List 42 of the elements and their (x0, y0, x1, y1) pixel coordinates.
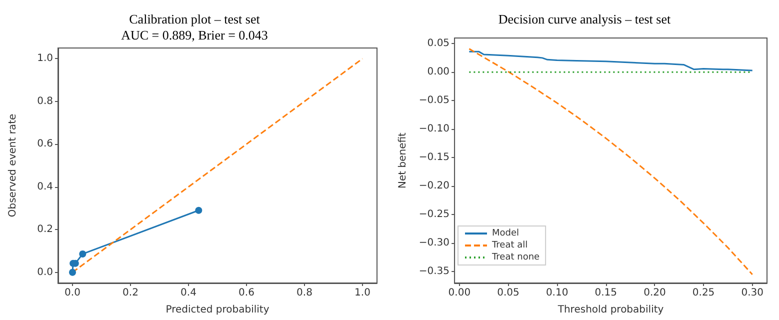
y-tick-label: 0.8 (37, 96, 53, 107)
y-tick-label: −0.20 (418, 180, 450, 192)
x-tick-label: 0.30 (741, 288, 764, 298)
point (195, 206, 202, 214)
y-tick-label: 0.2 (37, 224, 53, 236)
y-tick-label: 0.6 (37, 138, 53, 150)
x-tick-label: 1.0 (354, 288, 370, 298)
y-tick-label: −0.30 (418, 238, 450, 249)
y-tick-label: −0.25 (418, 209, 450, 220)
y-tick-label: 0.0 (37, 266, 53, 278)
x-tick-label: 0.00 (448, 288, 471, 298)
y-axis-title: Observed event rate (8, 114, 18, 218)
x-tick-label: 0.4 (180, 288, 196, 298)
x-tick-label: 0.0 (64, 288, 80, 298)
y-tick-label: −0.15 (418, 152, 450, 164)
y-tick-label: 0.00 (427, 66, 450, 78)
point (69, 268, 76, 276)
x-tick-label: 0.10 (546, 288, 568, 298)
legend-label: Treat none (491, 252, 540, 262)
line-series (468, 50, 754, 72)
line-series (468, 48, 754, 276)
x-tick-label: 0.25 (692, 288, 715, 298)
y-axis-title: Net benefit (398, 132, 408, 188)
x-axis-title: Predicted probability (166, 304, 270, 316)
y-tick-label: −0.35 (418, 266, 450, 278)
chart-title: Calibration plot – test set AUC = 0.889, Brier = 0.043 (121, 12, 268, 42)
x-tick-label: 0.15 (594, 288, 618, 298)
point (79, 250, 86, 258)
legend-label: Model (492, 228, 520, 238)
y-tick-label: −0.05 (418, 95, 450, 106)
x-axis-title: Threshold probability (556, 304, 664, 316)
x-tick-label: 0.8 (296, 288, 312, 298)
y-tick-label: 1.0 (37, 53, 53, 64)
x-tick-label: 0.20 (644, 288, 666, 298)
x-tick-label: 0.05 (497, 288, 520, 298)
legend-label: Treat all (491, 240, 528, 250)
x-tick-label: 0.6 (238, 288, 254, 298)
y-tick-label: −0.10 (418, 124, 450, 135)
y-tick-label: 0.05 (427, 38, 450, 50)
chart-title: Decision curve analysis – test set (498, 12, 671, 26)
x-tick-label: 0.2 (122, 288, 138, 298)
y-tick-label: 0.4 (37, 181, 53, 192)
